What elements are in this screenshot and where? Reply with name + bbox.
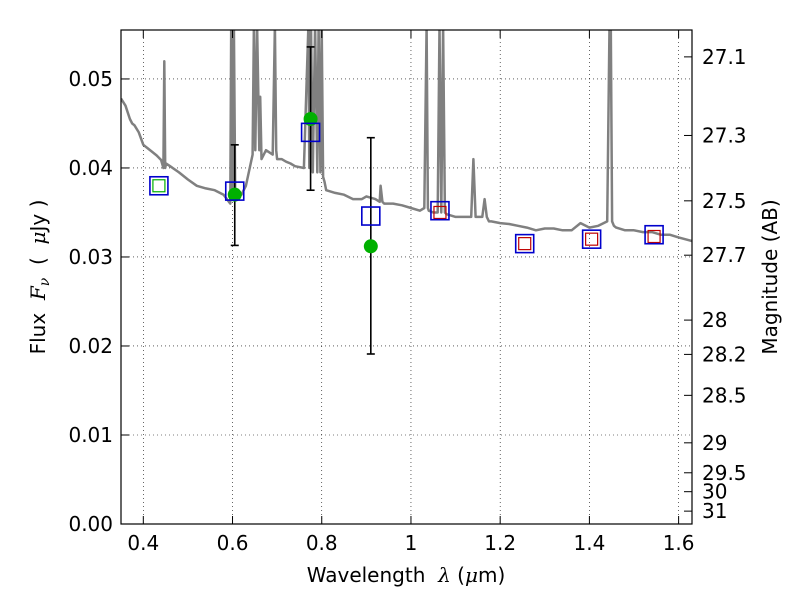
x-tick-label: 1 [405,531,418,555]
y2-tick-label: 27.7 [702,243,747,267]
model-flux-square [361,206,381,226]
band-flux-square [585,232,599,246]
y-tick-label: 0.00 [68,512,113,536]
y2-tick-label: 27.3 [702,123,747,147]
y2-tick-label: 28.2 [702,342,747,366]
model-flux-square [581,229,602,249]
sed-template-line [121,30,692,243]
y2-axis-label: Magnitude (AB) [758,199,782,354]
y-tick-label: 0.01 [68,423,113,447]
y-tick-label: 0.04 [68,156,113,180]
x-tick-label: 1.6 [663,531,695,555]
y2-tick-label: 31 [702,499,727,523]
y2-tick-label: 28 [702,308,727,332]
x-tick-label: 0.4 [127,531,159,555]
y2-tick-label: 30 [702,480,727,504]
plot-frame [120,29,693,525]
y2-tick-label: 29 [702,431,727,455]
band-flux-square [518,237,532,251]
band-flux-square [433,205,447,220]
band-flux-square [152,179,166,193]
x-tick-label: 0.6 [217,531,249,555]
y-axis-label: Flux Fν ( μJy ) [26,200,53,355]
band-flux-square [647,229,661,244]
model-flux-square [149,175,169,196]
model-flux-square [514,233,535,254]
y2-tick-label: 29.5 [702,461,747,485]
x-tick-label: 0.8 [306,531,338,555]
y2-tick-label: 27.1 [702,45,747,69]
y2-tick-label: 28.5 [702,383,747,407]
y-tick-label: 0.02 [68,334,113,358]
plot-area [121,30,692,355]
y2-tick-label: 27.5 [702,189,747,213]
y-tick-label: 0.05 [68,67,113,91]
model-flux-square [300,122,321,143]
model-flux-square [644,224,664,245]
observed-flux-point [303,112,318,127]
x-tick-label: 1.2 [484,531,516,555]
x-axis-label: Wavelength λ (μm) [307,563,506,587]
model-flux-square [430,200,450,221]
x-tick-label: 1.4 [573,531,605,555]
observed-flux-point [227,187,242,202]
observed-flux-point [363,239,378,254]
axis-ticks: 0.4 0.6 0.8 1 1.2 1.4 1.6 0.00 0.01 0.02 0.03 0.04 0… [68,30,747,555]
y-tick-label: 0.03 [68,245,113,269]
model-flux-square [224,181,245,201]
